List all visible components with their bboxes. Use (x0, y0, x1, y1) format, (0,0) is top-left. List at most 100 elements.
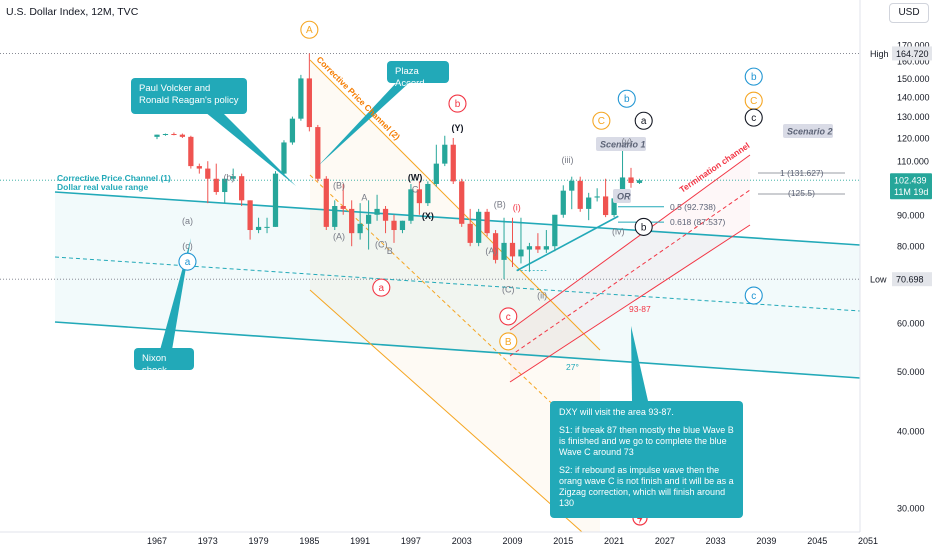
candle-body[interactable] (602, 196, 609, 216)
candle-body[interactable] (399, 220, 406, 231)
candle-body[interactable] (171, 133, 177, 135)
last-price-value: 102.439 (894, 176, 927, 186)
countdown-value: 11M 19d (894, 187, 928, 197)
candle-body[interactable] (289, 118, 296, 143)
time-axis[interactable] (0, 532, 932, 550)
y-tick-label: 130.000 (897, 112, 930, 122)
candle-body[interactable] (535, 246, 541, 250)
candle-body[interactable] (222, 178, 228, 193)
wave-label: b (641, 222, 647, 233)
fib-zone-label: 93-87 (629, 304, 651, 314)
candle-body[interactable] (552, 214, 558, 247)
y-tick-label: 160.000 (897, 57, 930, 67)
high-tag-label-bg (866, 46, 892, 61)
candle-body[interactable] (467, 223, 473, 243)
candle-body[interactable] (315, 127, 321, 179)
candle-body[interactable] (433, 163, 439, 184)
currency-button[interactable]: USD (889, 3, 929, 23)
angle-label: 27° (566, 362, 579, 372)
candle-body[interactable] (509, 242, 516, 257)
channel-2-fill (310, 60, 600, 548)
candle-body[interactable] (442, 144, 448, 164)
wave-label: a (641, 116, 647, 127)
candle-body[interactable] (298, 78, 304, 119)
wave-label: (iv) (612, 227, 625, 237)
or-tag-bg (613, 189, 631, 203)
wave-label: a (185, 257, 191, 268)
candle-body[interactable] (450, 144, 456, 182)
candle-body[interactable] (586, 197, 592, 209)
candle-body[interactable] (323, 178, 329, 227)
wave-circle (744, 108, 763, 127)
scenario-2-tag: Scenario 2 (787, 127, 833, 137)
candle-body[interactable] (255, 226, 262, 231)
callout-nixon: Nixon shock (134, 348, 194, 376)
wave-label: (C) (375, 240, 388, 250)
candle-body[interactable] (594, 196, 600, 198)
candle-body[interactable] (577, 180, 583, 209)
candle-body[interactable] (340, 206, 346, 209)
candle-body[interactable] (492, 233, 499, 260)
candle-body[interactable] (365, 214, 372, 224)
candle-body[interactable] (569, 180, 575, 191)
candle-body[interactable] (306, 78, 312, 128)
x-tick-label: 1967 (147, 536, 167, 546)
callout-volcker: Paul Volcker and Ronald Reagan's policy (131, 78, 247, 114)
candle-body[interactable] (374, 208, 380, 215)
candle-body[interactable] (416, 189, 423, 204)
candle-body[interactable] (425, 183, 431, 204)
candle-body[interactable] (230, 176, 236, 179)
wave-label: a (379, 283, 385, 294)
candle-body[interactable] (349, 208, 355, 234)
candle-body[interactable] (162, 133, 169, 135)
wave-label: (C) (502, 285, 515, 295)
candle-body[interactable] (636, 180, 643, 183)
candle-body[interactable] (619, 177, 626, 199)
wave-circle (178, 252, 197, 271)
candle-body[interactable] (213, 178, 219, 193)
candle-body[interactable] (239, 176, 245, 201)
candle-body[interactable] (476, 211, 482, 243)
candle-body[interactable] (543, 246, 549, 250)
candle-body[interactable] (391, 220, 397, 231)
candle-body[interactable] (382, 208, 389, 221)
candle-body[interactable] (501, 242, 507, 260)
x-tick-label: 2027 (655, 536, 675, 546)
candle-body[interactable] (611, 198, 617, 216)
candle-body[interactable] (179, 134, 186, 137)
x-tick-label: 1991 (350, 536, 370, 546)
candle-body[interactable] (196, 166, 202, 169)
x-tick-label: 2051 (858, 536, 878, 546)
candle-body[interactable] (560, 190, 566, 215)
candle-body[interactable] (526, 246, 533, 250)
candle-body[interactable] (272, 173, 279, 227)
candle-body[interactable] (281, 142, 287, 174)
wave-circle (499, 307, 518, 326)
candle-body[interactable] (205, 168, 211, 179)
candle-body[interactable] (459, 181, 465, 224)
candle-body[interactable] (628, 177, 634, 183)
analysis-box: DXY will visit the area 93-87. S1: if br… (550, 401, 743, 518)
candle-body[interactable] (154, 134, 160, 137)
wave-circle (592, 111, 611, 130)
x-tick-label: 1973 (198, 536, 218, 546)
channel-1-label: Corrective Price Channel (1) (57, 173, 171, 183)
wave-label: C (412, 184, 419, 194)
candle-body[interactable] (188, 136, 194, 167)
x-tick-label: 2009 (502, 536, 522, 546)
wave-label: A (361, 193, 367, 203)
candle-body[interactable] (332, 206, 338, 227)
y-tick-label: 110.000 (897, 157, 929, 167)
candle-body[interactable] (264, 226, 270, 228)
candle-body[interactable] (484, 211, 490, 234)
channel-1-sublabel: Dollar real value range (57, 182, 148, 192)
candle-body[interactable] (518, 249, 524, 257)
callout-volcker-pointer (205, 112, 296, 186)
x-tick-label: 2045 (807, 536, 827, 546)
last-price-bg (890, 173, 932, 200)
candle-body[interactable] (247, 200, 253, 231)
candle-body[interactable] (408, 189, 414, 221)
candle-body[interactable] (357, 223, 363, 234)
channel-1-fill (55, 192, 860, 378)
